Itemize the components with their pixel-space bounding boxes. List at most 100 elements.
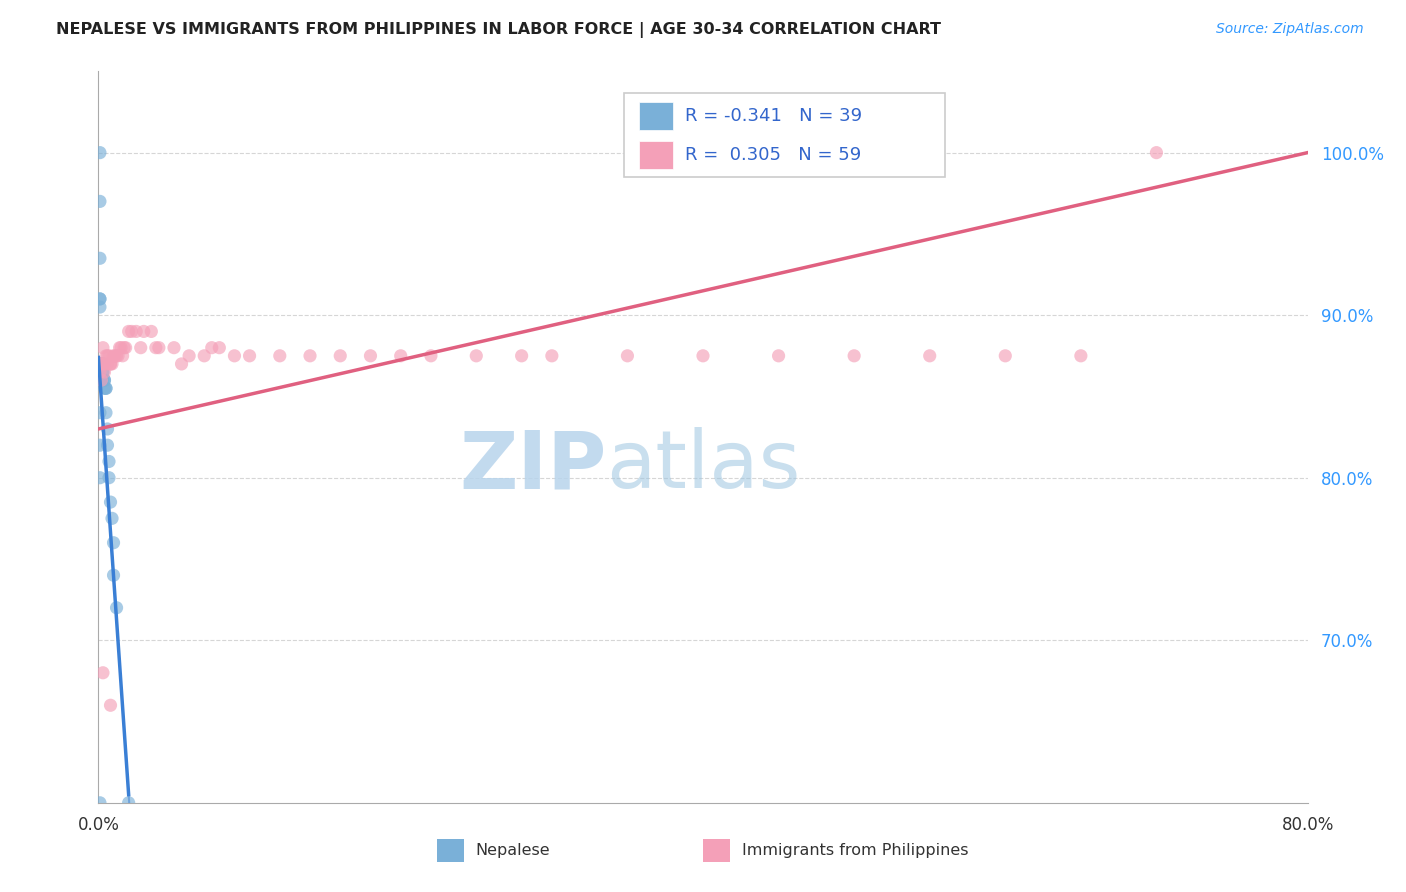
Text: Immigrants from Philippines: Immigrants from Philippines xyxy=(742,843,969,858)
Point xyxy=(118,796,141,810)
Point xyxy=(100,357,122,371)
Point xyxy=(89,292,111,306)
Point xyxy=(89,357,111,371)
Point xyxy=(91,357,114,371)
Point xyxy=(89,194,111,209)
Point xyxy=(510,349,533,363)
Point xyxy=(145,341,167,355)
Point xyxy=(91,365,114,379)
Point xyxy=(100,357,122,371)
Point xyxy=(89,357,111,371)
Point xyxy=(101,511,124,525)
Point xyxy=(89,252,111,266)
Point xyxy=(90,357,112,371)
Point xyxy=(692,349,714,363)
Point xyxy=(208,341,231,355)
Point xyxy=(89,438,111,452)
Point xyxy=(193,349,215,363)
Point xyxy=(110,341,132,355)
Point xyxy=(89,357,111,371)
Point xyxy=(121,325,143,339)
Bar xyxy=(437,838,464,862)
Text: ZIP: ZIP xyxy=(458,427,606,506)
Text: Source: ZipAtlas.com: Source: ZipAtlas.com xyxy=(1216,22,1364,37)
Point xyxy=(141,325,163,339)
Point xyxy=(96,357,118,371)
Point xyxy=(239,349,262,363)
Point xyxy=(465,349,488,363)
Point xyxy=(98,454,121,468)
Point xyxy=(93,373,115,387)
Point xyxy=(616,349,638,363)
Point xyxy=(94,381,117,395)
Point xyxy=(994,349,1017,363)
Point xyxy=(105,349,128,363)
Point xyxy=(179,349,201,363)
Point xyxy=(91,665,114,680)
Point xyxy=(101,357,124,371)
Point xyxy=(89,365,111,379)
Point xyxy=(91,365,114,379)
Point xyxy=(89,145,111,160)
Point xyxy=(111,349,134,363)
Point xyxy=(100,698,122,713)
Point xyxy=(844,349,866,363)
Point xyxy=(100,495,122,509)
Point xyxy=(170,357,193,371)
Point xyxy=(93,365,115,379)
Point xyxy=(90,373,112,387)
Point xyxy=(93,357,115,371)
Point xyxy=(112,341,135,355)
Point xyxy=(118,325,141,339)
Point xyxy=(201,341,224,355)
Point xyxy=(108,341,131,355)
Point xyxy=(103,535,125,549)
Point xyxy=(103,568,125,582)
Point xyxy=(94,406,117,420)
Point xyxy=(107,349,129,363)
FancyBboxPatch shape xyxy=(624,94,945,178)
Point xyxy=(329,349,352,363)
Point xyxy=(1070,349,1092,363)
Point xyxy=(91,357,114,371)
Bar xyxy=(638,141,673,169)
Point xyxy=(89,300,111,314)
Point xyxy=(98,471,121,485)
Point xyxy=(93,381,115,395)
Point xyxy=(224,349,246,363)
Point xyxy=(90,357,112,371)
Point xyxy=(89,292,111,306)
Point xyxy=(93,373,115,387)
Point xyxy=(91,373,114,387)
Point xyxy=(768,349,790,363)
Point xyxy=(1144,145,1167,160)
Text: Nepalese: Nepalese xyxy=(475,843,550,858)
Point xyxy=(540,349,562,363)
Point xyxy=(98,349,121,363)
Point xyxy=(360,349,382,363)
Point xyxy=(94,349,117,363)
Point xyxy=(90,357,112,371)
Point xyxy=(420,349,443,363)
Bar xyxy=(638,102,673,130)
Point xyxy=(103,349,125,363)
Point xyxy=(132,325,155,339)
Point xyxy=(129,341,152,355)
Point xyxy=(90,357,112,371)
Point xyxy=(299,349,322,363)
Bar xyxy=(703,838,730,862)
Point xyxy=(105,600,128,615)
Point xyxy=(90,373,112,387)
Text: atlas: atlas xyxy=(606,427,800,506)
Point xyxy=(104,349,127,363)
Point xyxy=(94,381,117,395)
Point xyxy=(89,796,111,810)
Point xyxy=(125,325,148,339)
Point xyxy=(89,357,111,371)
Point xyxy=(114,341,136,355)
Point xyxy=(91,341,114,355)
Point xyxy=(96,438,118,452)
Text: R =  0.305   N = 59: R = 0.305 N = 59 xyxy=(685,145,860,164)
Point xyxy=(89,357,111,371)
Text: R = -0.341   N = 39: R = -0.341 N = 39 xyxy=(685,107,862,125)
